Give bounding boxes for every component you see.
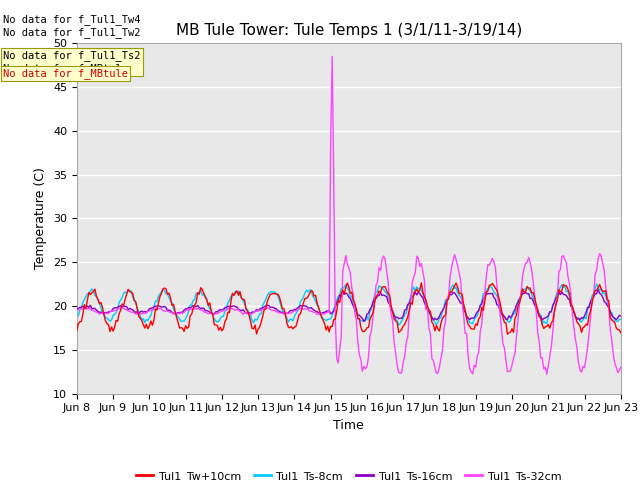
Tul1_Tw+10cm xyxy=(174,319,182,325)
Tul1_Ts-32cm xyxy=(617,364,625,370)
Tul1_Tw+10cm xyxy=(401,322,408,327)
Text: No data for f_Tul1_Tw4
No data for f_Tul1_Tw2: No data for f_Tul1_Tw4 No data for f_Tul… xyxy=(3,14,141,38)
Tul1_Ts-8cm xyxy=(395,322,403,328)
Tul1_Tw+10cm xyxy=(504,331,511,337)
Tul1_Ts-16cm xyxy=(174,310,182,315)
Tul1_Ts-16cm xyxy=(403,307,410,312)
Tul1_Ts-8cm xyxy=(174,314,182,320)
Line: Tul1_Tw+10cm: Tul1_Tw+10cm xyxy=(77,283,621,334)
Text: No data for f_Tul1_Ts2
No data for f_MBtule: No data for f_Tul1_Ts2 No data for f_MBt… xyxy=(3,50,141,74)
Tul1_Ts-8cm xyxy=(383,290,390,296)
Tul1_Ts-8cm xyxy=(415,286,422,292)
Tul1_Ts-16cm xyxy=(415,289,422,295)
Tul1_Ts-32cm xyxy=(415,255,422,261)
Tul1_Ts-16cm xyxy=(617,313,625,319)
Tul1_Tw+10cm xyxy=(417,280,425,286)
Tul1_Tw+10cm xyxy=(383,288,390,293)
Tul1_Tw+10cm xyxy=(413,286,420,292)
Tul1_Tw+10cm xyxy=(554,297,561,303)
Tul1_Ts-32cm xyxy=(543,371,550,377)
Tul1_Ts-8cm xyxy=(593,281,600,287)
Tul1_Ts-8cm xyxy=(552,294,559,300)
Tul1_Ts-16cm xyxy=(595,287,602,293)
Tul1_Ts-16cm xyxy=(73,306,81,312)
Tul1_Ts-8cm xyxy=(73,313,81,319)
Title: MB Tule Tower: Tule Temps 1 (3/1/11-3/19/14): MB Tule Tower: Tule Temps 1 (3/1/11-3/19… xyxy=(175,23,522,38)
Tul1_Ts-32cm xyxy=(384,278,392,284)
Tul1_Tw+10cm xyxy=(88,290,96,296)
Tul1_Tw+10cm xyxy=(617,330,625,336)
Tul1_Ts-32cm xyxy=(73,308,81,313)
Tul1_Ts-32cm xyxy=(403,339,410,345)
Tul1_Ts-16cm xyxy=(360,319,368,324)
Line: Tul1_Ts-32cm: Tul1_Ts-32cm xyxy=(77,56,621,374)
Line: Tul1_Ts-16cm: Tul1_Ts-16cm xyxy=(77,290,621,322)
X-axis label: Time: Time xyxy=(333,419,364,432)
Tul1_Ts-16cm xyxy=(552,295,559,301)
Tul1_Ts-8cm xyxy=(617,316,625,322)
Tul1_Ts-8cm xyxy=(403,310,410,316)
Legend: Tul1_Tw+10cm, Tul1_Ts-8cm, Tul1_Ts-16cm, Tul1_Ts-32cm: Tul1_Tw+10cm, Tul1_Ts-8cm, Tul1_Ts-16cm,… xyxy=(132,467,566,480)
Tul1_Ts-16cm xyxy=(88,306,96,312)
Line: Tul1_Ts-8cm: Tul1_Ts-8cm xyxy=(77,284,621,325)
Tul1_Ts-8cm xyxy=(88,286,96,292)
Y-axis label: Temperature (C): Temperature (C) xyxy=(35,168,47,269)
Tul1_Ts-32cm xyxy=(328,53,336,59)
Tul1_Ts-32cm xyxy=(554,295,561,301)
Text: No data for f_MBtule: No data for f_MBtule xyxy=(3,68,128,79)
Tul1_Ts-32cm xyxy=(88,308,96,313)
Tul1_Ts-16cm xyxy=(384,299,392,305)
Tul1_Tw+10cm xyxy=(73,328,81,334)
Tul1_Ts-32cm xyxy=(174,311,182,316)
